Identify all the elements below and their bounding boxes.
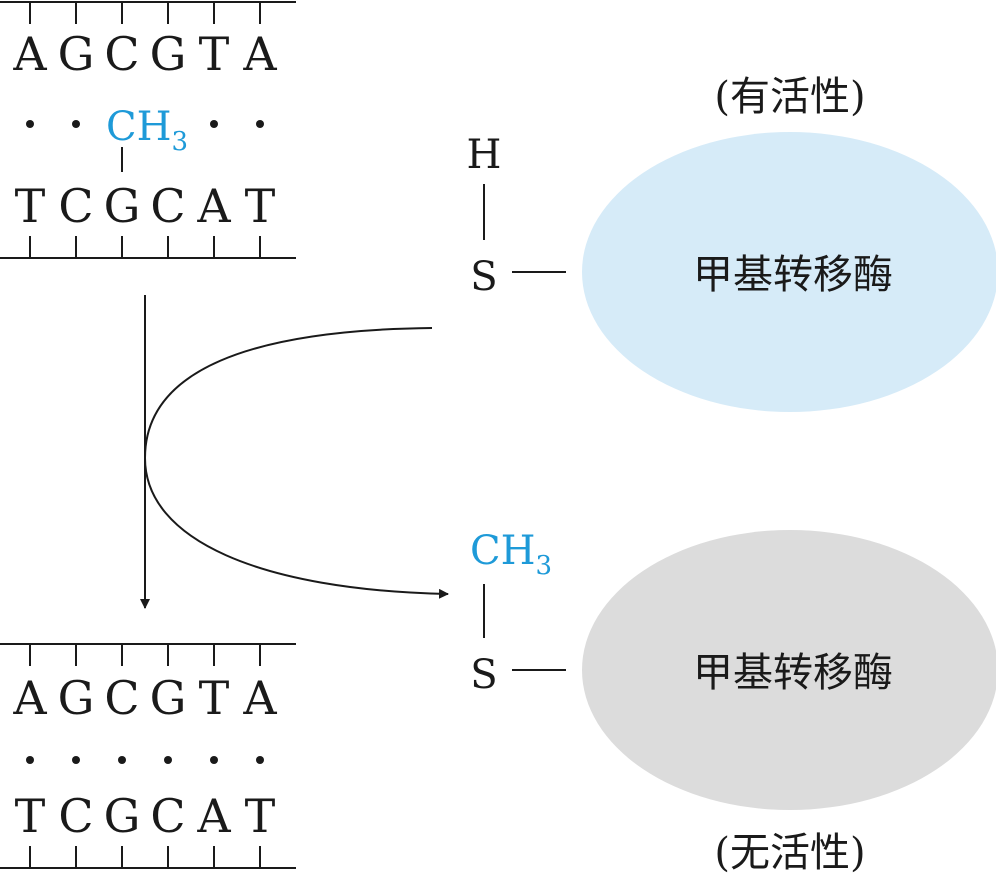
sulfur-label: S: [470, 254, 497, 300]
base: T: [15, 179, 46, 233]
hbond-dots-bottom: [26, 756, 264, 764]
base: C: [104, 27, 139, 81]
base: T: [199, 671, 230, 725]
enzyme-active-body: [582, 132, 996, 412]
base: G: [104, 179, 141, 233]
base: T: [245, 179, 276, 233]
ticks-top-upper: [29, 2, 261, 24]
enzyme-name: 甲基转移酶: [693, 650, 893, 696]
base: A: [12, 27, 47, 81]
base: G: [58, 27, 95, 81]
strand-bottom-upper: A G C G T A: [12, 671, 277, 725]
hbond-dots-top: [26, 120, 264, 128]
base: A: [12, 671, 47, 725]
enzyme-active: (有活性) H S 甲基转移酶: [467, 74, 996, 412]
base: C: [150, 179, 185, 233]
base: G: [58, 671, 95, 725]
sulfur-label: S: [470, 652, 497, 698]
active-state-label: (有活性): [714, 74, 865, 120]
ticks-bottom-upper: [29, 644, 261, 666]
methyl-group-label: CH3: [106, 104, 188, 157]
transferred-methyl-label: CH3: [470, 528, 552, 581]
base: A: [242, 671, 277, 725]
enzyme-inactive: CH3 S 甲基转移酶 (无活性): [470, 528, 996, 876]
dna-bottom: A G C G T A T C G C A T: [0, 643, 296, 869]
strand-top-lower: T C G C A T: [15, 179, 276, 233]
base: T: [245, 789, 276, 843]
base: C: [58, 179, 93, 233]
base: G: [150, 671, 187, 725]
base: T: [199, 27, 230, 81]
hydrogen-label: H: [467, 132, 502, 178]
methyl-transfer-arrow: [143, 327, 449, 599]
inactive-state-label: (无活性): [714, 830, 865, 876]
base: A: [242, 27, 277, 81]
base: A: [196, 179, 231, 233]
base: A: [196, 789, 231, 843]
base: G: [104, 789, 141, 843]
base: C: [58, 789, 93, 843]
base: C: [150, 789, 185, 843]
strand-bottom-lower: T C G C A T: [15, 789, 276, 843]
enzyme-name: 甲基转移酶: [693, 252, 893, 298]
dna-top: A G C G T A CH3 T C G C A T: [0, 1, 296, 259]
base: G: [150, 27, 187, 81]
enzyme-inactive-body: [582, 530, 996, 810]
ticks-bottom-lower: [29, 846, 261, 868]
base: C: [104, 671, 139, 725]
strand-top-upper: A G C G T A: [12, 27, 277, 81]
ticks-top-lower: [29, 236, 261, 258]
base: T: [15, 789, 46, 843]
